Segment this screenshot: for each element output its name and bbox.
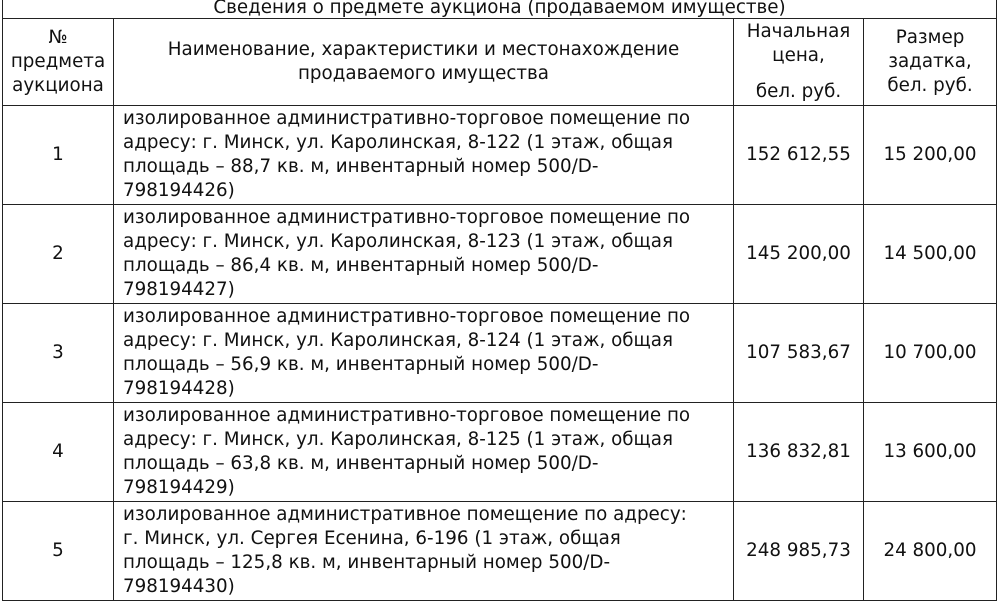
description-line: площадь – 63,8 кв. м, инвентарный номер … [123, 453, 599, 474]
item-description: изолированное административно-торговое п… [113, 402, 734, 502]
deposit-amount: 14 500,00 [863, 204, 997, 304]
header-line: аукциона [12, 75, 104, 96]
header-number: № предмета аукциона [2, 18, 114, 106]
header-line: предмета [10, 51, 106, 72]
item-number: 3 [2, 303, 114, 403]
deposit-amount: 15 200,00 [863, 105, 997, 205]
starting-price: 136 832,81 [733, 402, 864, 502]
header-line: бел. руб. [887, 75, 973, 96]
item-description: изолированное административно-торговое п… [113, 204, 734, 304]
description-line: изолированное административно-торговое п… [123, 405, 691, 426]
header-line: Начальная [746, 21, 851, 42]
deposit-amount: 13 600,00 [863, 402, 997, 502]
table-row: 2 изолированное административно-торговое… [2, 204, 997, 304]
description-line: площадь – 56,9 кв. м, инвентарный номер … [123, 354, 599, 375]
description-line: адресу: г. Минск, ул. Каролинская, 8-123… [123, 231, 673, 252]
item-number: 1 [2, 105, 114, 205]
item-description: изолированное административно-торговое п… [113, 105, 734, 205]
header-line: Размер [895, 27, 965, 48]
description-line: изолированное административное помещение… [123, 504, 687, 525]
description-line: площадь – 125,8 кв. м, инвентарный номер… [123, 552, 611, 573]
header-line: № [48, 27, 68, 48]
description-line: адресу: г. Минск, ул. Каролинская, 8-125… [123, 429, 673, 450]
header-line: Наименование, характеристики и местонахо… [167, 39, 680, 60]
description-line: 798194429) [123, 477, 235, 498]
description-line: 798194427) [123, 279, 235, 300]
description-line: 798194430) [123, 576, 235, 597]
header-price: Начальная цена, бел. руб. [733, 18, 864, 106]
item-number: 5 [2, 501, 114, 601]
description-line: адресу: г. Минск, ул. Каролинская, 8-124… [123, 330, 673, 351]
table-title: Сведения о предмете аукциона (продаваемо… [2, 0, 997, 19]
description-line: г. Минск, ул. Сергея Есенина, 6-196 (1 э… [123, 528, 621, 549]
starting-price: 248 985,73 [733, 501, 864, 601]
description-line: изолированное административно-торговое п… [123, 207, 691, 228]
description-line: площадь – 86,4 кв. м, инвентарный номер … [123, 255, 599, 276]
description-line: изолированное административно-торговое п… [123, 306, 691, 327]
header-line: продаваемого имущества [297, 63, 550, 84]
header-line: бел. руб. [755, 81, 842, 102]
deposit-amount: 24 800,00 [863, 501, 997, 601]
item-description: изолированное административно-торговое п… [113, 303, 734, 403]
table-row: 4 изолированное административно-торговое… [2, 402, 997, 502]
item-description: изолированное административное помещение… [113, 501, 734, 601]
header-description: Наименование, характеристики и местонахо… [113, 18, 734, 106]
header-line: цена, [772, 45, 825, 66]
header-deposit: Размер задатка, бел. руб. [863, 18, 997, 106]
starting-price: 107 583,67 [733, 303, 864, 403]
description-line: площадь – 88,7 кв. м, инвентарный номер … [123, 156, 599, 177]
starting-price: 152 612,55 [733, 105, 864, 205]
description-line: 798194428) [123, 378, 235, 399]
table-row: 3 изолированное административно-торговое… [2, 303, 997, 403]
table-title-row: Сведения о предмете аукциона (продаваемо… [2, 0, 997, 19]
table-row: 5 изолированное административное помещен… [2, 501, 997, 601]
description-line: адресу: г. Минск, ул. Каролинская, 8-122… [123, 132, 673, 153]
table-header-row: № предмета аукциона Наименование, характ… [2, 18, 997, 106]
header-line: задатка, [888, 51, 972, 72]
description-line: изолированное административно-торговое п… [123, 108, 691, 129]
table-row: 1 изолированное административно-торговое… [2, 105, 997, 205]
item-number: 2 [2, 204, 114, 304]
starting-price: 145 200,00 [733, 204, 864, 304]
deposit-amount: 10 700,00 [863, 303, 997, 403]
item-number: 4 [2, 402, 114, 502]
description-line: 798194426) [123, 180, 235, 201]
